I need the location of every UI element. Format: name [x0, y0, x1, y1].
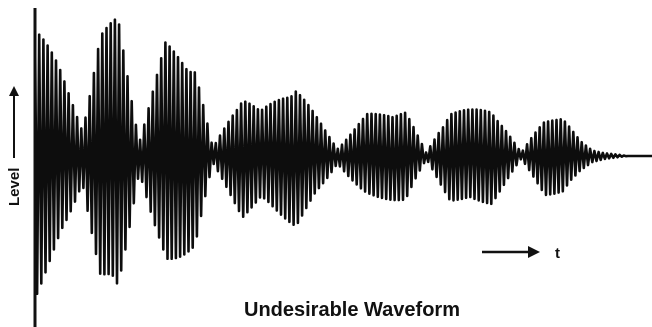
y-axis-label: Level [6, 168, 23, 206]
waveform-series-line [33, 18, 652, 295]
chart-title: Undesirable Waveform [244, 299, 460, 321]
y-axis-arrowhead [9, 86, 19, 96]
time-arrow-group: t [482, 245, 560, 262]
y-axis-label-group: Level [6, 86, 23, 206]
time-arrowhead [528, 246, 540, 258]
x-axis-label: t [555, 245, 560, 262]
